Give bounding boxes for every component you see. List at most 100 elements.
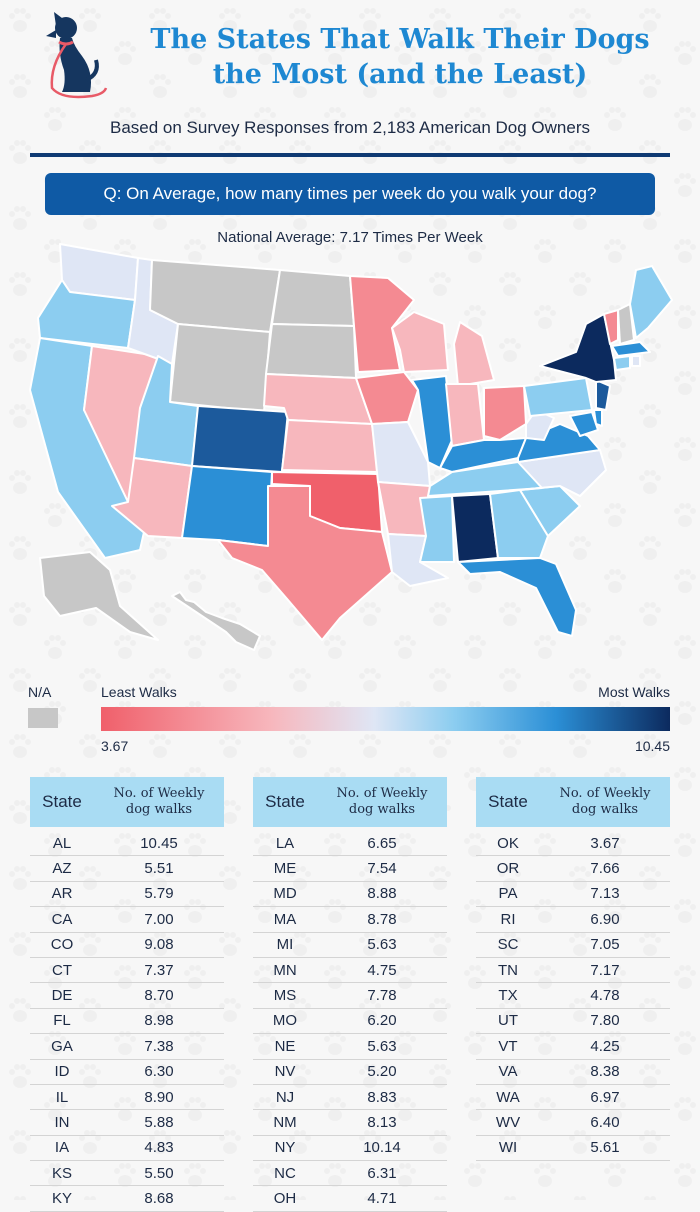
walks-value-cell: 8.78 — [367, 910, 397, 928]
table-row: NE 5.63 — [253, 1034, 447, 1060]
state-cell: WI — [498, 1139, 518, 1157]
state-WI — [391, 311, 449, 373]
walks-value-cell: 6.31 — [367, 1164, 397, 1182]
state-column-header: State — [42, 792, 82, 811]
table-row: MS 7.78 — [253, 983, 447, 1009]
walks-value-cell: 8.13 — [367, 1113, 397, 1131]
state-CO — [191, 405, 289, 473]
walks-value-cell: 8.38 — [590, 1063, 620, 1081]
table-row: TX 4.78 — [476, 983, 670, 1009]
table-row: NJ 8.83 — [253, 1085, 447, 1111]
walks-value-cell: 4.78 — [590, 987, 620, 1005]
state-SD — [265, 323, 357, 379]
state-cell: MA — [273, 910, 297, 928]
walks-value-cell: 5.61 — [590, 1139, 620, 1157]
table-row: VA 8.38 — [476, 1060, 670, 1085]
state-KS — [281, 419, 379, 473]
table-row: MO 6.20 — [253, 1009, 447, 1035]
state-cell: OK — [497, 834, 519, 852]
state-cell: NV — [274, 1063, 296, 1081]
walks-value-cell: 7.80 — [590, 1012, 620, 1030]
table-row: AL 10.45 — [30, 831, 224, 857]
legend-na-label: N/A — [28, 684, 52, 700]
state-cell: PA — [498, 885, 518, 903]
state-cell: ID — [54, 1063, 70, 1081]
state-MN — [349, 275, 415, 373]
state-cell: SC — [497, 936, 519, 954]
table-body: AL 10.45 AZ 5.51 AR 5.79 CA 7.00 CO 9.08 CT 7.37 DE 8… — [30, 827, 224, 1212]
state-GA — [489, 489, 549, 559]
table-row: AZ 5.51 — [30, 856, 224, 882]
state-cell: RI — [500, 910, 516, 928]
state-OH — [483, 385, 527, 441]
walks-value-cell: 4.83 — [144, 1139, 174, 1157]
subtitle: Based on Survey Responses from 2,183 Ame… — [109, 118, 591, 137]
walks-value-cell: 7.78 — [367, 987, 397, 1005]
table-row: ME 7.54 — [253, 856, 447, 882]
table-row: WA 6.97 — [476, 1085, 670, 1111]
state-cell: KY — [51, 1190, 72, 1208]
infographic-title: The States That Walk Their Dogs the Most… — [150, 24, 650, 90]
state-ND — [271, 269, 355, 327]
walks-value-cell: 6.90 — [590, 910, 620, 928]
walks-value-cell: 5.63 — [367, 1037, 397, 1055]
table-row: OH 4.71 — [253, 1186, 447, 1212]
legend-min-value: 3.67 — [101, 738, 129, 754]
table-row: DE 8.70 — [30, 983, 224, 1009]
walks-column-header: No. of Weekly dog walks — [336, 786, 428, 817]
table-row: NC 6.31 — [253, 1161, 447, 1187]
state-cell: NJ — [275, 1088, 295, 1106]
state-column-header: State — [265, 792, 305, 811]
state-cell: TN — [498, 961, 518, 979]
walks-value-cell: 7.00 — [144, 910, 174, 928]
state-cell: TX — [498, 987, 518, 1005]
national-average: National Average: 7.17 Times Per Week — [217, 229, 483, 246]
state-DE — [593, 409, 603, 427]
state-cell: AR — [51, 885, 73, 903]
state-MO — [371, 421, 431, 487]
legend-na-swatch — [28, 708, 58, 728]
walks-value-cell: 6.20 — [367, 1012, 397, 1030]
state-cell: WA — [496, 1088, 520, 1106]
table-row: TN 7.17 — [476, 958, 670, 984]
table-row: NY 10.14 — [253, 1136, 447, 1162]
state-cell: MO — [272, 1012, 298, 1030]
walks-value-cell: 7.37 — [144, 961, 174, 979]
state-NY — [539, 313, 617, 383]
legend-least-label: Least Walks — [101, 684, 177, 700]
state-TX — [217, 485, 393, 641]
walks-value-cell: 9.08 — [144, 936, 174, 954]
data-table-2: State No. of Weekly dog walks LA 6.65 ME 7.… — [253, 777, 447, 1212]
state-cell: MN — [273, 961, 297, 979]
state-MD — [569, 411, 599, 437]
state-HI — [171, 591, 261, 651]
divider — [30, 153, 670, 157]
table-row: MI 5.63 — [253, 933, 447, 958]
table-row: MN 4.75 — [253, 958, 447, 984]
walks-value-cell: 6.65 — [367, 834, 397, 852]
state-cell: IA — [54, 1139, 70, 1157]
walks-value-cell: 7.38 — [144, 1037, 174, 1055]
data-table-3: State No. of Weekly dog walks OK 3.67 OR 7.… — [476, 777, 670, 1162]
table-row: RI 6.90 — [476, 907, 670, 933]
table-row: KS 5.50 — [30, 1161, 224, 1187]
state-cell: WV — [495, 1113, 521, 1131]
table-row: PA 7.13 — [476, 882, 670, 908]
state-WY — [169, 323, 271, 413]
dog-logo-icon — [46, 12, 108, 99]
walks-value-cell: 6.97 — [590, 1088, 620, 1106]
state-MI — [453, 321, 495, 387]
state-IA — [355, 371, 419, 425]
state-cell: KS — [51, 1164, 72, 1182]
state-cell: VA — [498, 1063, 518, 1081]
table-row: GA 7.38 — [30, 1034, 224, 1060]
state-cell: FL — [53, 1012, 71, 1030]
table-row: MD 8.88 — [253, 882, 447, 908]
table-row: SC 7.05 — [476, 933, 670, 958]
state-cell: NC — [274, 1164, 296, 1182]
table-row: VT 4.25 — [476, 1034, 670, 1060]
table-row: NV 5.20 — [253, 1060, 447, 1085]
table-row: CO 9.08 — [30, 933, 224, 958]
table-header: State No. of Weekly dog walks — [30, 777, 224, 827]
state-FL — [457, 557, 577, 637]
